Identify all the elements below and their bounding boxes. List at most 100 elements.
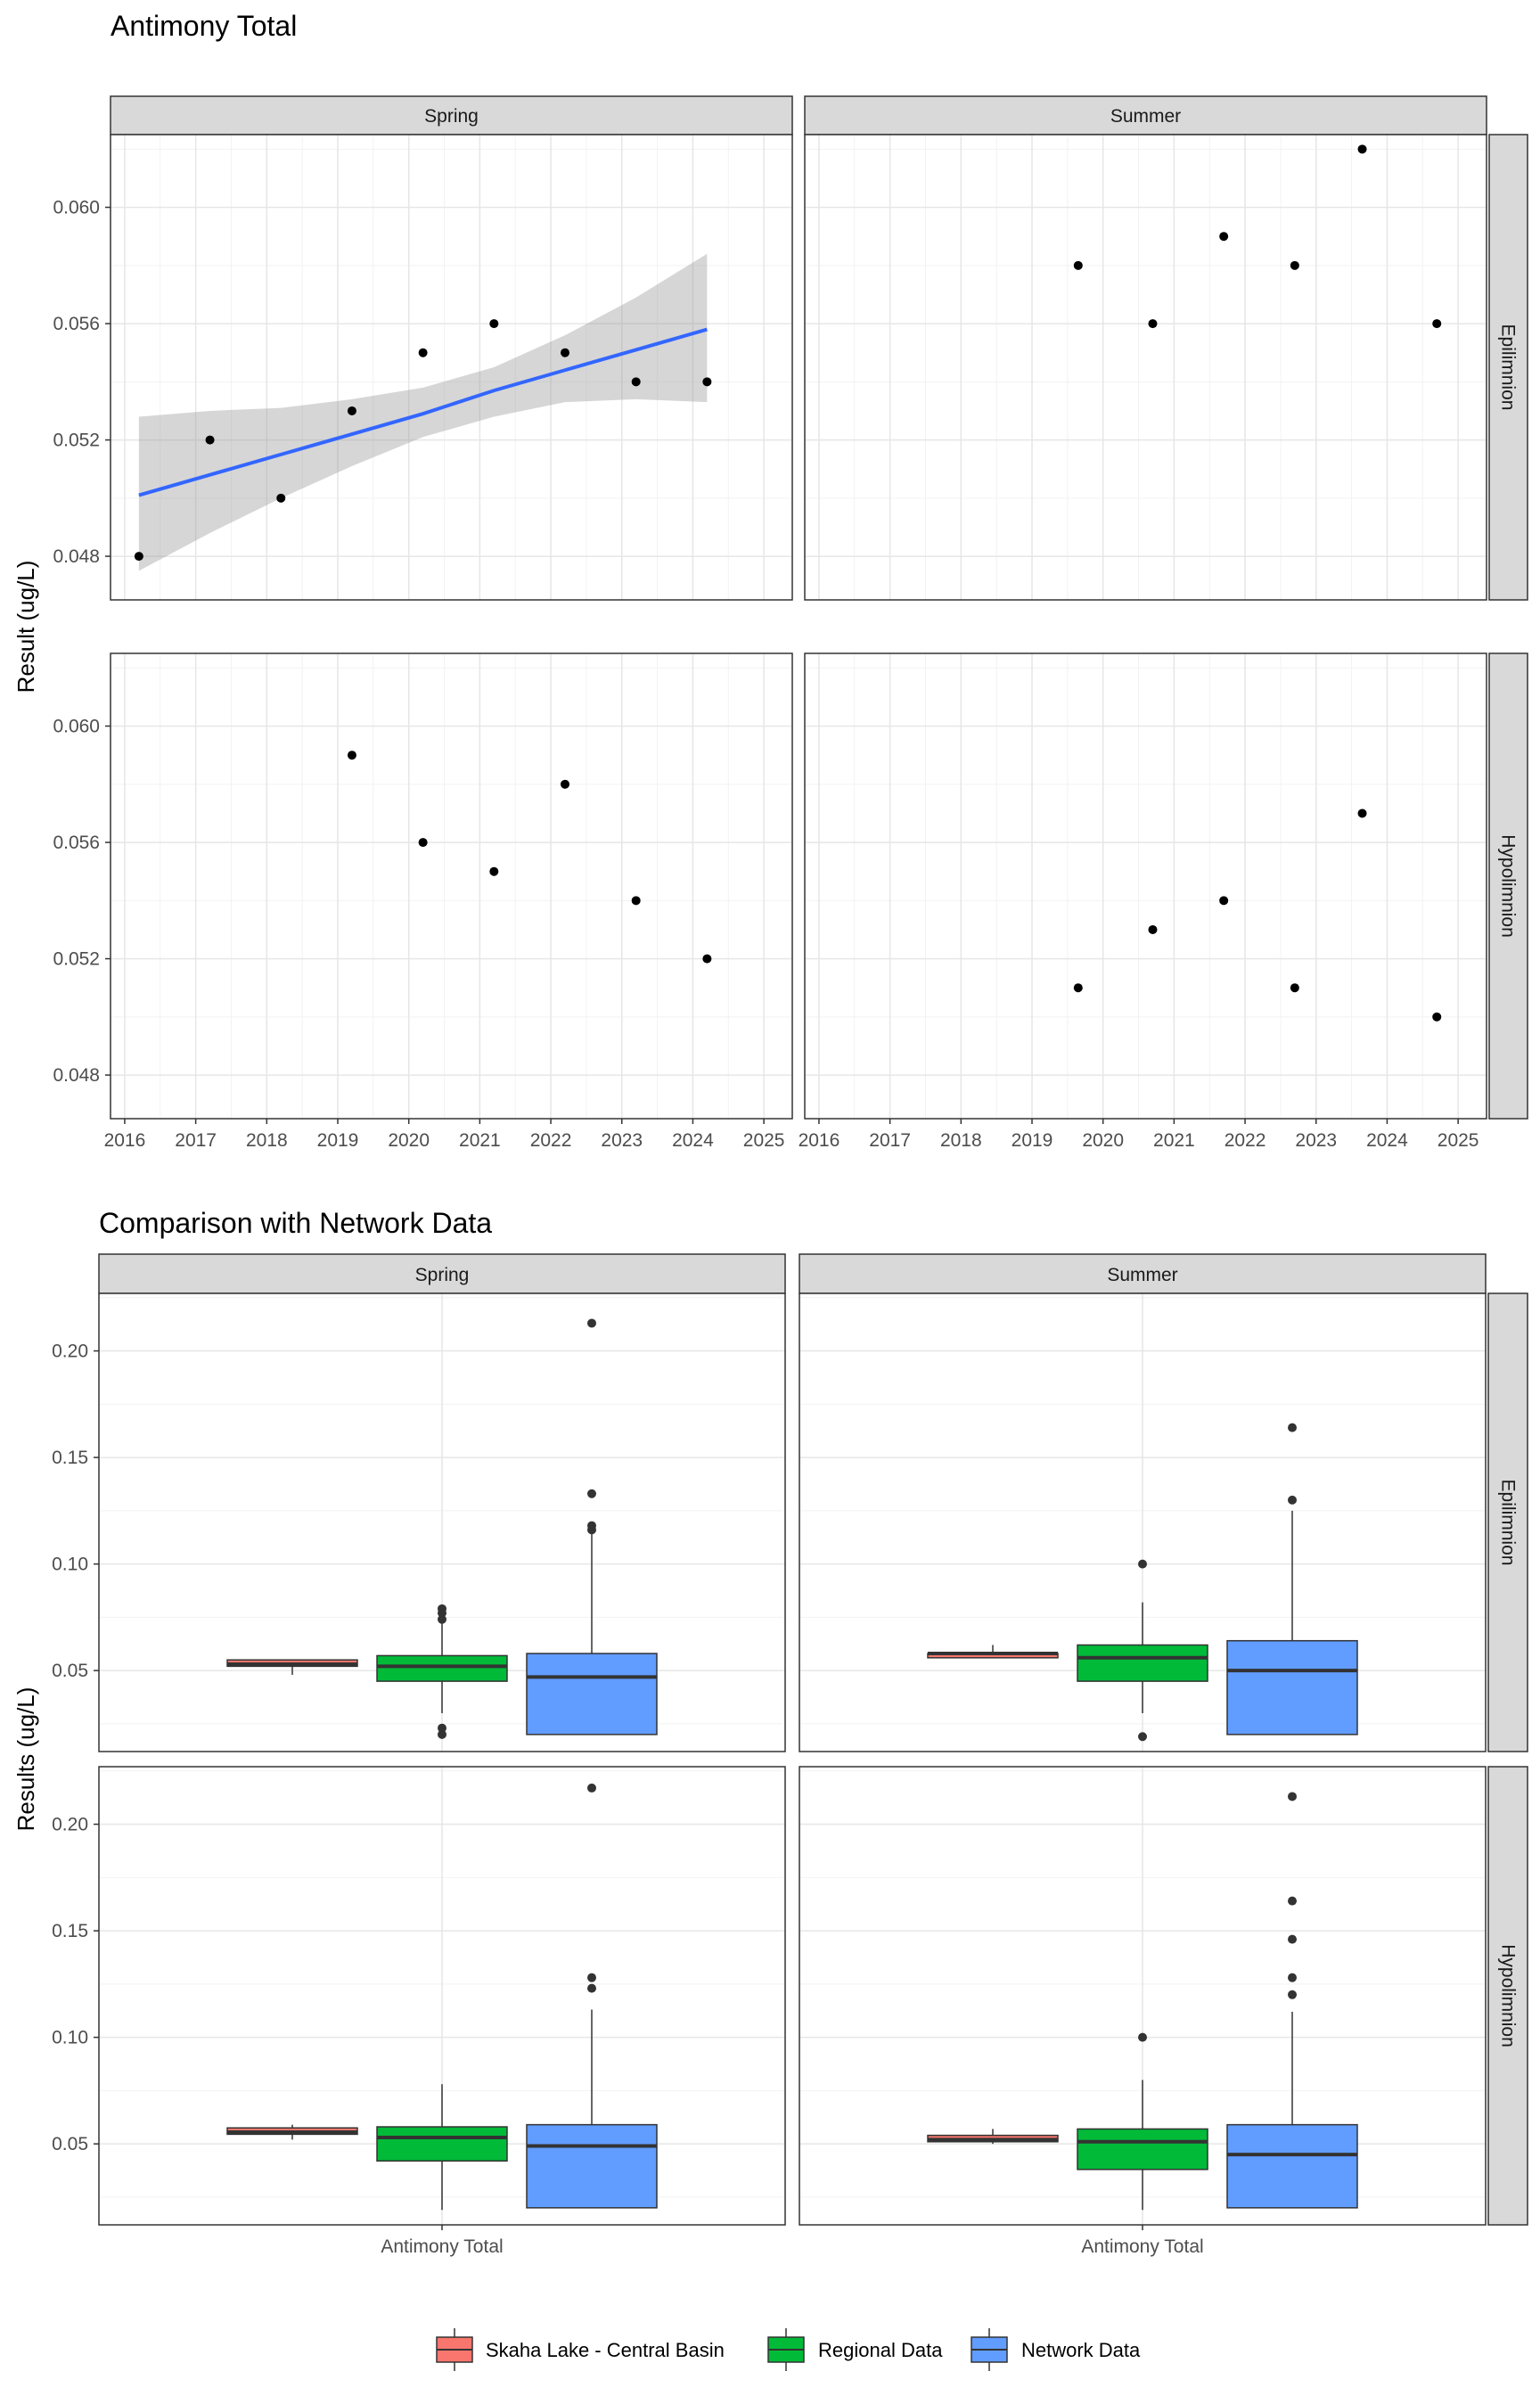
data-point (205, 435, 215, 445)
panel-background (805, 135, 1487, 600)
facet-label-epilimnion: Epilimnion (1498, 1480, 1519, 1566)
outlier-point (438, 1614, 446, 1624)
box-network-data (1226, 1792, 1358, 2209)
legend-item-regional-data: Regional Data (767, 2328, 943, 2371)
box-network-data (1226, 1423, 1358, 1735)
box-body (526, 1653, 658, 1735)
data-point (561, 348, 569, 357)
box-network-data (526, 1318, 658, 1735)
scatter-chart-antimony-total: Antimony Total Result (ug/L) Spring Summer E… (12, 10, 1528, 1151)
facet-label-spring: Spring (424, 106, 479, 127)
y-tick-label: 0.10 (52, 1555, 88, 1575)
data-point (1073, 260, 1083, 270)
data-point (1148, 319, 1158, 329)
facet-strip-epilimnion (1487, 1292, 1528, 1752)
x-tick-label: 2016 (799, 1130, 840, 1151)
outlier-point (1288, 1934, 1297, 1944)
data-point (1432, 1012, 1442, 1022)
facet-label-summer: Summer (1110, 106, 1181, 127)
y-tick-label: 0.20 (52, 1342, 88, 1362)
outlier-point (1138, 2032, 1147, 2042)
x-tick-label: 2018 (940, 1130, 982, 1151)
y-tick-label: 0.20 (52, 1815, 88, 1835)
box-body (376, 2126, 508, 2162)
data-point (489, 319, 499, 329)
x-tick-label: Antimony Total (381, 2236, 503, 2257)
box-body (1226, 1639, 1358, 1735)
data-point (702, 954, 712, 964)
panel-summer-hypolimnion: 2016 2017 2018 2019 2020 2021 2022 2023 2024 2025 (799, 652, 1487, 1151)
data-point (631, 896, 641, 906)
data-point (702, 377, 712, 387)
panel-border (804, 134, 1487, 601)
box-skaha-lake-central-basin (927, 1645, 1059, 1659)
y-tick-label: 0.052 (53, 431, 100, 451)
facet-strip-summer (804, 95, 1487, 135)
facet-strip-summer (799, 1253, 1487, 1294)
data-point (1148, 924, 1158, 934)
facet-strip-epilimnion (1488, 134, 1528, 601)
data-point (561, 779, 569, 789)
panel-border (804, 652, 1487, 1120)
panel-border (110, 134, 793, 601)
panel-border (98, 1292, 786, 1752)
outlier-point (587, 1489, 596, 1498)
box-skaha-lake-central-basin (927, 2129, 1059, 2145)
chart-title: Comparison with Network Data (99, 1207, 492, 1239)
x-tick-label: 2017 (869, 1130, 911, 1151)
panel-spring-epilimnion: 0.05 0.10 0.15 0.20 (52, 1292, 786, 1752)
x-tick-label: 2023 (601, 1130, 643, 1151)
data-point (1432, 319, 1442, 329)
data-point (1357, 808, 1367, 818)
data-point (347, 751, 356, 760)
y-tick-label: 0.10 (52, 2028, 88, 2048)
panel-summer-epilimnion (804, 134, 1487, 601)
legend-label: Skaha Lake - Central Basin (486, 2339, 725, 2361)
outlier-point (587, 1973, 596, 1982)
box-network-data (526, 1783, 658, 2209)
facet-label-spring: Spring (415, 1265, 470, 1285)
data-point (418, 838, 428, 848)
outlier-point (1288, 1423, 1297, 1432)
data-point (1290, 260, 1299, 270)
outlier-point (1288, 1896, 1297, 1906)
data-point (1357, 144, 1367, 154)
data-point (134, 552, 143, 562)
chart-title: Antimony Total (111, 10, 297, 42)
panel-background (111, 653, 792, 1119)
y-tick-label: 0.060 (53, 717, 100, 737)
outlier-point (587, 1521, 596, 1530)
outlier-point (1138, 1559, 1147, 1569)
x-tick-label: 2016 (104, 1130, 146, 1151)
x-tick-label: 2022 (1225, 1130, 1266, 1151)
box-regional-data (376, 2084, 508, 2211)
outlier-point (1288, 1792, 1297, 1801)
y-tick-label: 0.05 (52, 1661, 88, 1681)
box-body (1077, 2128, 1208, 2170)
x-tick-label: 2022 (530, 1130, 572, 1151)
box-regional-data (1077, 2032, 1208, 2211)
facet-strip-hypolimnion (1487, 1766, 1528, 2226)
y-tick-label: 0.056 (53, 833, 100, 853)
x-tick-label: 2023 (1295, 1130, 1337, 1151)
chart-legend: Skaha Lake - Central Basin Regional Data N… (436, 2328, 1141, 2371)
outlier-point (1288, 1973, 1297, 1982)
y-tick-label: 0.15 (52, 1921, 88, 1941)
box-body (376, 1654, 508, 1682)
legend-label: Network Data (1021, 2339, 1141, 2361)
legend-item-network-data: Network Data (971, 2328, 1141, 2371)
x-tick-label: 2019 (317, 1130, 359, 1151)
data-point (489, 866, 499, 876)
legend-item-skaha-lake-central-basin: Skaha Lake - Central Basin (436, 2328, 725, 2371)
facet-strip-spring (110, 95, 793, 135)
outlier-point (587, 1783, 596, 1793)
x-tick-label: 2024 (1366, 1130, 1408, 1151)
x-tick-label: 2024 (672, 1130, 714, 1151)
x-tick-label: Antimony Total (1081, 2236, 1203, 2257)
x-tick-label: 2018 (246, 1130, 288, 1151)
data-point (1073, 983, 1083, 993)
data-point (1219, 232, 1229, 242)
box-regional-data (376, 1604, 508, 1739)
panel-background (805, 653, 1487, 1119)
panel-spring-epilimnion: 0.048 0.052 0.056 0.060 (53, 134, 793, 601)
